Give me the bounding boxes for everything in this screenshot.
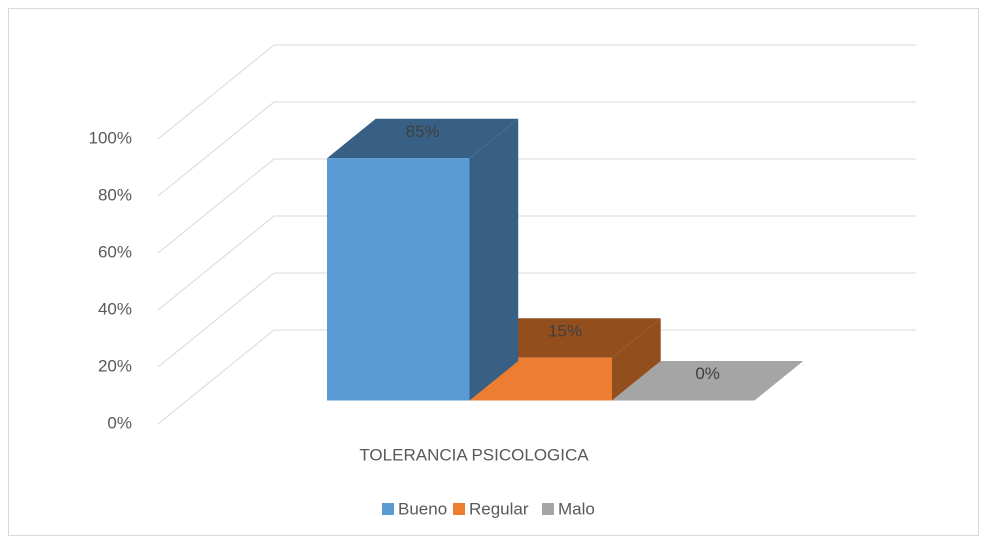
legend-swatch	[382, 503, 394, 515]
grid-line	[157, 44, 916, 140]
y-tick-label: 20%	[98, 356, 132, 375]
grid-line	[157, 158, 916, 254]
grid-line	[157, 101, 916, 197]
legend-label: Bueno	[398, 499, 447, 518]
legend-label: Malo	[558, 499, 595, 518]
legend-swatch	[542, 503, 554, 515]
data-label: 0%	[695, 364, 720, 383]
y-tick-label: 40%	[98, 299, 132, 318]
x-tick-label: TOLERANCIA PSICOLOGICA	[359, 445, 589, 464]
grid-line	[157, 215, 916, 311]
grid-line	[157, 272, 916, 368]
y-tick-label: 0%	[107, 413, 132, 432]
y-tick-label: 80%	[98, 185, 132, 204]
y-tick-label: 100%	[89, 128, 132, 147]
bar-front	[327, 158, 470, 401]
legend-label: Regular	[469, 499, 529, 518]
bar-side	[469, 118, 519, 401]
data-label: 85%	[406, 122, 440, 141]
data-label: 15%	[548, 321, 582, 340]
bar-top	[327, 118, 519, 159]
grid-line	[157, 329, 916, 425]
y-tick-label: 60%	[98, 242, 132, 261]
bar-side	[612, 318, 661, 401]
legend-swatch	[453, 503, 465, 515]
bar-top	[612, 361, 804, 401]
